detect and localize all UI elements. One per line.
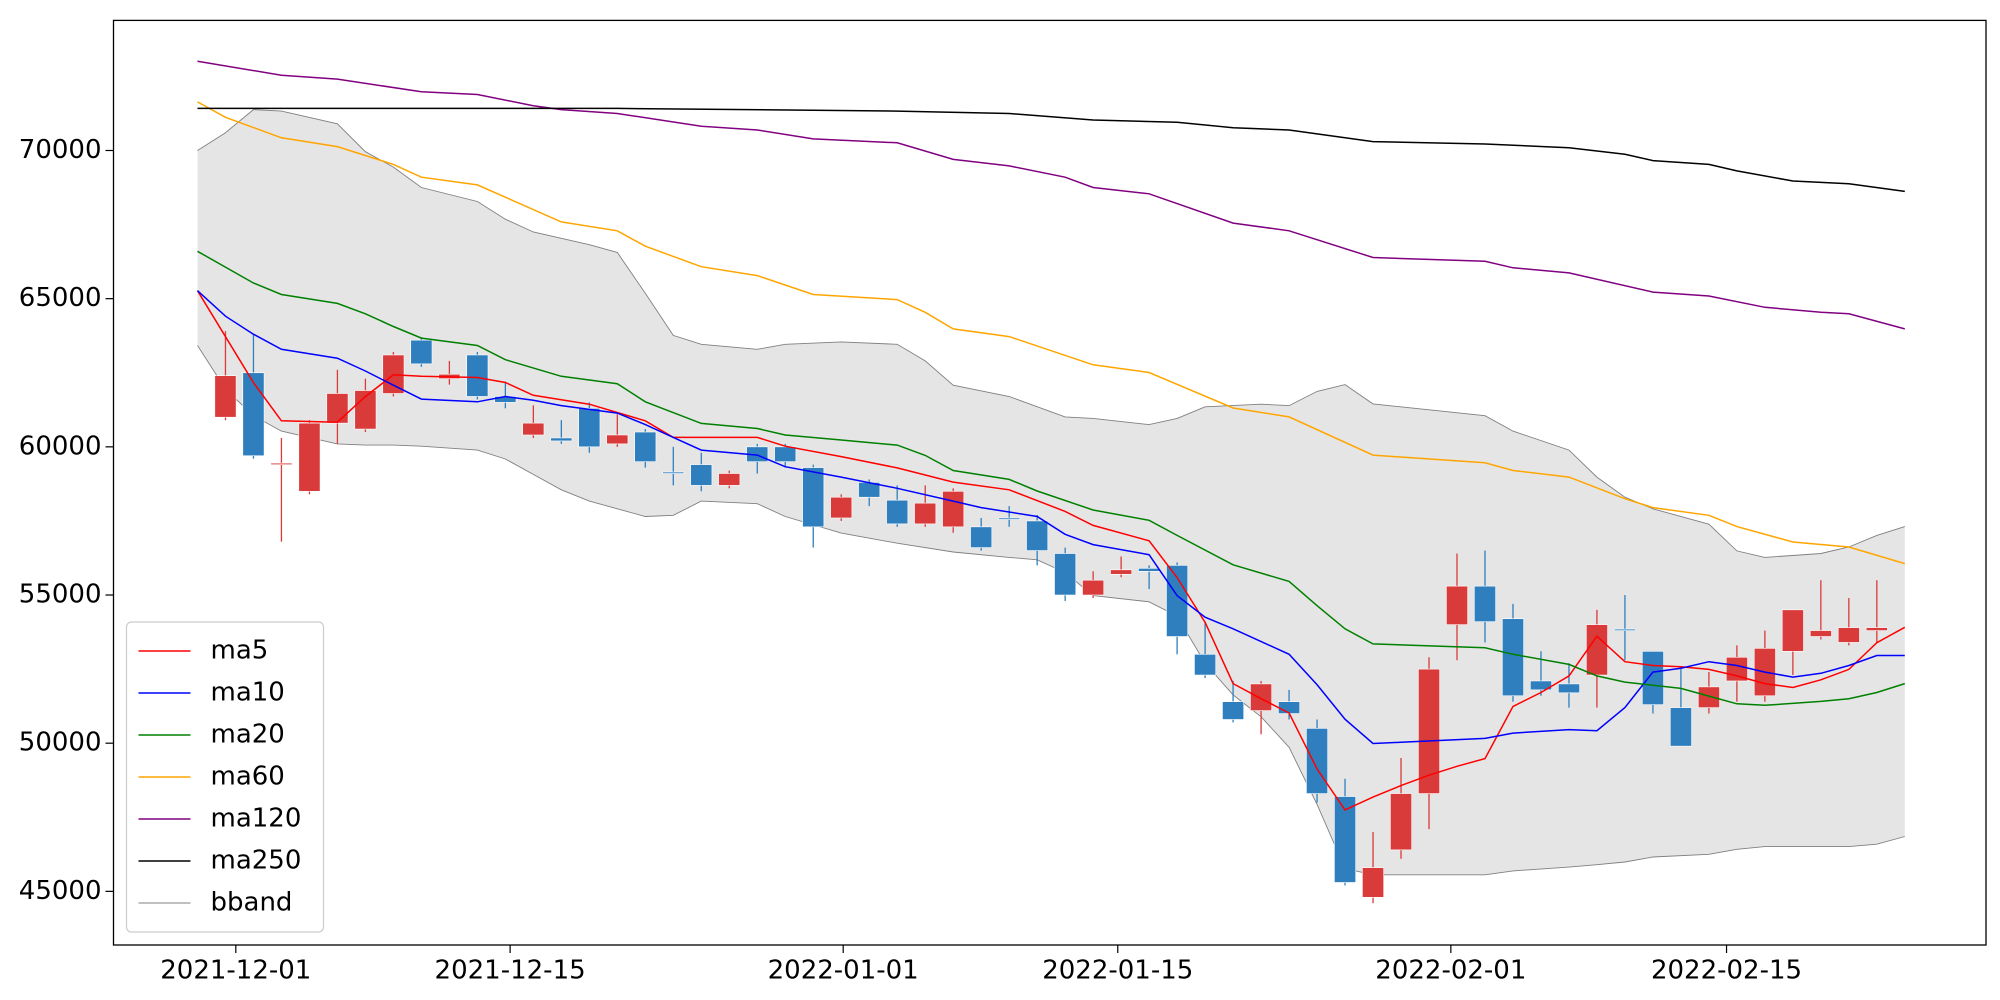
plot-frame — [112, 19, 1987, 946]
legend-label: ma5 — [211, 636, 269, 666]
candle-body — [1502, 618, 1524, 697]
candle-body — [270, 462, 293, 465]
legend-label: ma250 — [211, 846, 302, 876]
candle-body — [914, 502, 937, 525]
candle-body — [326, 393, 349, 424]
candle-body — [354, 390, 377, 430]
plot-area — [196, 60, 1906, 904]
candle-body — [1026, 520, 1049, 551]
candle-body — [1837, 627, 1860, 643]
candle-body — [606, 434, 629, 445]
candle-body — [634, 431, 657, 462]
candle-body — [718, 473, 741, 486]
candle-body — [1586, 624, 1608, 676]
candle-body — [298, 422, 321, 492]
legend-box — [125, 621, 325, 933]
x-tick-label: 2022-01-01 — [768, 956, 919, 986]
legend-label: ma10 — [211, 678, 285, 708]
ma-line — [197, 60, 1905, 330]
candle-body — [214, 375, 237, 418]
candle-body — [1390, 793, 1412, 851]
candle-body — [1250, 683, 1273, 711]
candle-body — [1558, 683, 1580, 694]
x-tick-label: 2022-02-01 — [1375, 956, 1526, 986]
candle-body — [1809, 630, 1832, 637]
y-tick-label: 45000 — [19, 876, 102, 906]
candle-body — [1641, 651, 1664, 705]
candle-body — [774, 446, 797, 462]
legend-label: ma60 — [211, 762, 285, 792]
candle-body — [1669, 707, 1692, 747]
candle-body — [1278, 701, 1300, 714]
candle-body — [1054, 553, 1077, 596]
legend-label: ma120 — [211, 804, 302, 834]
candle-body — [242, 372, 265, 457]
x-tick-label: 2021-12-15 — [435, 956, 586, 986]
y-tick-label: 70000 — [19, 135, 102, 165]
candle-body — [550, 437, 573, 442]
ma-line — [197, 107, 1905, 193]
ma-line — [196, 290, 1905, 745]
legend-label: ma20 — [211, 720, 285, 750]
candle-body — [998, 517, 1021, 520]
candle-body — [1110, 569, 1133, 575]
candle-body — [1082, 579, 1105, 596]
ma-line — [197, 250, 1906, 707]
candle-body — [1362, 867, 1384, 898]
x-tick-label: 2022-01-15 — [1042, 956, 1193, 986]
candle-body — [1166, 565, 1189, 637]
candle-body — [1474, 585, 1496, 622]
y-tick-label: 55000 — [19, 580, 102, 610]
candle-body — [1865, 627, 1888, 631]
bband-fill — [197, 109, 1905, 875]
y-tick-label: 65000 — [19, 283, 102, 313]
y-tick-label: 50000 — [19, 728, 102, 758]
candle-body — [970, 526, 993, 548]
candle-body — [1418, 668, 1440, 794]
candle-body — [1138, 568, 1161, 572]
candle-body — [886, 499, 909, 525]
candle-body — [466, 354, 489, 397]
candle-body — [1194, 653, 1217, 676]
candle-body — [410, 339, 433, 365]
ma-line — [196, 290, 1906, 811]
ma-line — [197, 101, 1906, 565]
legend: ma5 ma10 ma20 ma60 ma120 ma250 bband — [125, 621, 325, 933]
candle-body — [522, 422, 545, 436]
x-tick-label: 2021-12-01 — [160, 956, 311, 986]
candle-body — [578, 408, 601, 448]
candle-body — [830, 496, 853, 519]
candle-body — [662, 471, 685, 474]
candle-body — [942, 490, 965, 528]
candle-body — [1613, 628, 1636, 631]
candle-body — [1781, 609, 1804, 652]
candle-body — [1697, 686, 1720, 708]
candle-body — [1306, 728, 1328, 794]
candle-body — [690, 464, 713, 486]
candle-body — [1222, 701, 1245, 720]
candle-body — [1334, 796, 1356, 883]
x-tick-label: 2022-02-15 — [1651, 956, 1802, 986]
y-tick-label: 60000 — [19, 431, 102, 461]
candle-body — [802, 467, 825, 528]
candle-body — [1446, 585, 1468, 625]
legend-label: bband — [211, 888, 293, 918]
